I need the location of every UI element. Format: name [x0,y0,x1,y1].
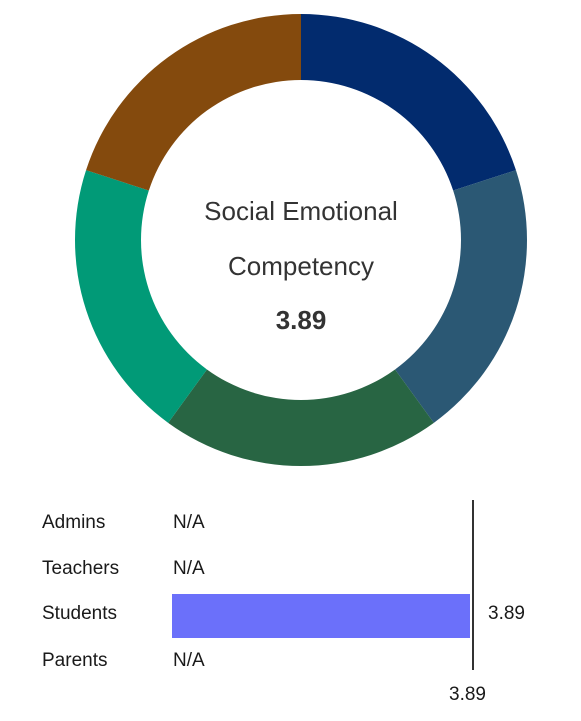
reference-line [472,500,474,670]
donut-slice-2 [395,170,527,423]
donut-svg [74,14,527,467]
row-label-admins: Admins [42,512,106,533]
donut-title-line-1: Social Emotional [204,196,398,226]
row-value-parents: N/A [173,650,205,671]
row-label-students: Students [42,603,117,624]
row-label-parents: Parents [42,650,108,671]
donut-title-line-2: Competency [228,251,374,281]
reference-line-label: 3.89 [449,684,486,705]
donut-slice-5 [86,14,302,191]
bar-chart: 3.89 Admins N/A Teachers N/A Students 3.89 Par… [0,490,581,721]
donut-slice-4 [74,170,207,423]
row-label-teachers: Teachers [42,558,120,579]
row-value-teachers: N/A [173,558,205,579]
donut-chart: Social Emotional Competency 3.89 [74,14,527,467]
donut-slice-3 [168,369,434,467]
bar-students [172,594,470,638]
row-value-students: 3.89 [488,603,525,624]
donut-center-value: 3.89 [275,305,327,335]
row-value-admins: N/A [173,512,205,533]
donut-slice-1 [301,14,516,191]
